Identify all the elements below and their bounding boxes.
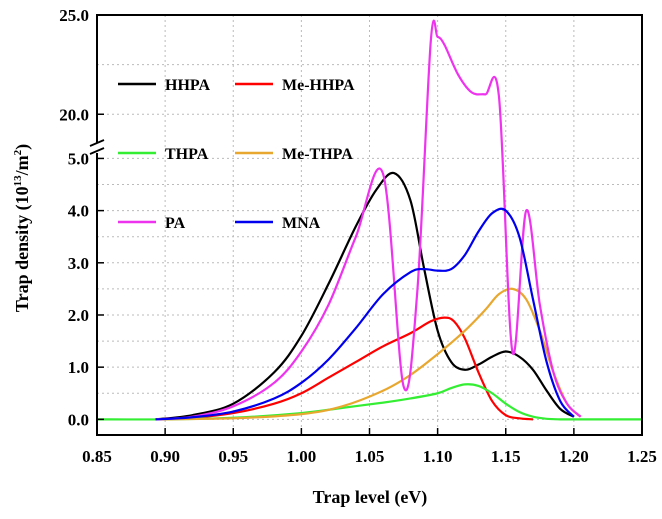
x-tick-label-4: 1.05: [355, 447, 385, 466]
legend-label-hhpa: HHPA: [165, 77, 210, 94]
legend-label-me-hhpa: Me-HHPA: [282, 77, 355, 94]
y-axis-title-unit: /m: [12, 155, 32, 176]
x-tick-label-6: 1.15: [491, 447, 521, 466]
legend-label-me-thpa: Me-THPA: [282, 146, 353, 163]
x-tick-label-5: 1.10: [423, 447, 453, 466]
legend-label-pa: PA: [165, 215, 186, 232]
y-tick-labels: 0.0 1.0 2.0 3.0 4.0 5.0 20.0 25.0: [59, 6, 89, 429]
series-line-me-hhpa: [155, 316, 534, 421]
legend-label-mna: MNA: [282, 215, 321, 232]
legend-label-thpa: THPA: [165, 146, 209, 163]
y-tick-label-lower-3: 3.0: [68, 254, 89, 273]
legend-item-me-thpa: Me-THPA: [235, 146, 353, 163]
legend-item-me-hhpa: Me-HHPA: [235, 77, 355, 94]
x-tick-labels: 0.85 0.90 0.95 1.00 1.05 1.10 1.15 1.20 1.25: [82, 447, 657, 466]
y-tick-label-lower-5: 5.0: [68, 149, 89, 168]
axis-break-mark: [89, 139, 105, 155]
x-tick-label-8: 1.25: [627, 447, 657, 466]
y-axis-title: Trap density (1013/m2): [12, 144, 33, 312]
series-layer: [96, 19, 642, 421]
x-tick-label-2: 0.95: [218, 447, 248, 466]
series-line-pa: [155, 19, 582, 421]
y-tick-label-upper-0: 20.0: [59, 105, 89, 124]
y-tick-label-lower-2: 2.0: [68, 306, 89, 325]
y-tick-label-lower-4: 4.0: [68, 202, 89, 221]
axis-break-slash-bottom: [89, 147, 105, 155]
series-line-hhpa: [155, 171, 575, 421]
x-tick-label-0: 0.85: [82, 447, 112, 466]
x-tick-label-7: 1.20: [559, 447, 589, 466]
x-tick-label-1: 0.90: [150, 447, 180, 466]
y-axis-title-exp: 13: [12, 175, 24, 187]
legend: HHPA Me-HHPA THPA Me-THPA PA MNA: [118, 77, 355, 232]
x-axis-title: Trap level (eV): [313, 487, 428, 508]
axis-break-slash-top: [89, 139, 105, 147]
legend-item-pa: PA: [118, 215, 186, 232]
y-axis-title-main: Trap density (10: [12, 186, 33, 312]
y-tick-label-lower-1: 1.0: [68, 358, 89, 377]
axes: [96, 14, 643, 436]
x-tick-label-3: 1.00: [287, 447, 317, 466]
y-axis-title-exp2: 2: [12, 149, 24, 155]
series-line-thpa: [96, 383, 642, 421]
y-tick-label-lower-0: 0.0: [68, 410, 89, 429]
y-axis-title-close: ): [12, 144, 33, 150]
series-line-mna: [155, 207, 575, 421]
axis-break-gap: [91, 143, 103, 153]
legend-item-thpa: THPA: [118, 146, 209, 163]
legend-item-mna: MNA: [235, 215, 321, 232]
series-line-me-thpa: [155, 287, 582, 421]
y-tick-label-upper-1: 25.0: [59, 6, 89, 25]
legend-item-hhpa: HHPA: [118, 77, 210, 94]
